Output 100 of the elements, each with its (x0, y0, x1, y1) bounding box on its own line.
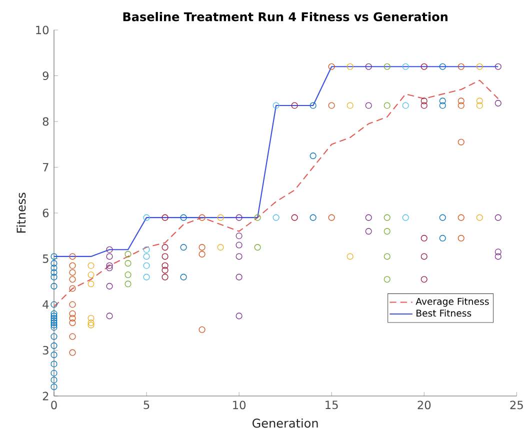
point (420, 234, 428, 242)
point (69, 314, 76, 322)
x-tick-label: 10 (233, 400, 246, 410)
point (69, 269, 76, 276)
point (494, 100, 502, 106)
point (272, 102, 280, 109)
point (143, 246, 150, 253)
point (420, 63, 428, 70)
point (476, 214, 483, 221)
point (124, 250, 132, 258)
y-tick-label: 7 (43, 163, 48, 172)
point (458, 234, 464, 242)
point (69, 285, 76, 292)
point (143, 274, 150, 280)
point (198, 326, 206, 333)
point (328, 63, 335, 70)
point (439, 63, 446, 70)
point (50, 274, 58, 280)
point (402, 63, 409, 70)
x-tick-label: 15 (326, 400, 338, 410)
point (50, 342, 58, 349)
point (365, 63, 372, 70)
point (458, 98, 464, 104)
point (50, 384, 58, 390)
y-tick-label: 6 (42, 208, 49, 218)
point (310, 102, 316, 109)
point (458, 102, 464, 109)
point (254, 244, 261, 251)
point (88, 320, 94, 326)
point (50, 324, 58, 331)
point (236, 242, 242, 248)
point (69, 262, 76, 269)
point (50, 352, 58, 358)
point (236, 214, 242, 221)
point (420, 102, 428, 109)
point (50, 264, 58, 272)
point (69, 253, 76, 260)
point (162, 266, 168, 274)
point (439, 98, 446, 104)
point (254, 214, 261, 221)
point (236, 312, 242, 320)
point (384, 102, 390, 109)
point (291, 214, 298, 221)
point (236, 253, 242, 260)
point (50, 333, 58, 340)
point (180, 214, 187, 221)
point (458, 214, 464, 221)
point (162, 262, 168, 269)
point (198, 250, 206, 258)
point (365, 228, 372, 235)
point (384, 228, 390, 235)
point (198, 214, 206, 221)
point (88, 322, 94, 328)
point (69, 276, 76, 283)
point (88, 262, 94, 269)
point (124, 260, 132, 267)
y-tick-label: 9 (42, 71, 48, 80)
point (50, 360, 58, 368)
y-tick-label: 4 (42, 300, 49, 309)
point (50, 376, 58, 384)
point (346, 253, 354, 260)
point (50, 282, 58, 290)
point (69, 310, 76, 317)
point (384, 276, 390, 283)
point (106, 262, 113, 269)
point (69, 333, 76, 340)
y-tick-label: 5 (42, 254, 48, 263)
y-axis-title: Fitness (16, 192, 26, 233)
point (384, 63, 390, 70)
point (106, 264, 113, 272)
point (494, 63, 502, 70)
x-tick-label: 20 (418, 400, 431, 410)
point (328, 214, 335, 221)
point (143, 253, 150, 260)
point (88, 280, 94, 288)
point (106, 246, 113, 253)
point (384, 214, 390, 221)
point (198, 244, 206, 251)
point (236, 274, 242, 280)
point (310, 214, 316, 221)
point (346, 102, 354, 109)
point (439, 214, 446, 221)
point (106, 282, 113, 290)
x-tick-label: 5 (144, 400, 150, 410)
point (402, 214, 409, 221)
point (50, 370, 58, 376)
y-tick-label: 2 (42, 392, 48, 400)
point (88, 314, 94, 322)
x-tick-label: 25 (510, 400, 523, 410)
point (346, 63, 354, 70)
point (365, 214, 372, 221)
point (458, 138, 464, 146)
point (365, 102, 372, 109)
point (88, 271, 94, 278)
point (439, 102, 446, 109)
point (458, 63, 464, 70)
point (50, 260, 58, 267)
point (476, 98, 483, 104)
point (217, 214, 224, 221)
point (69, 349, 76, 356)
